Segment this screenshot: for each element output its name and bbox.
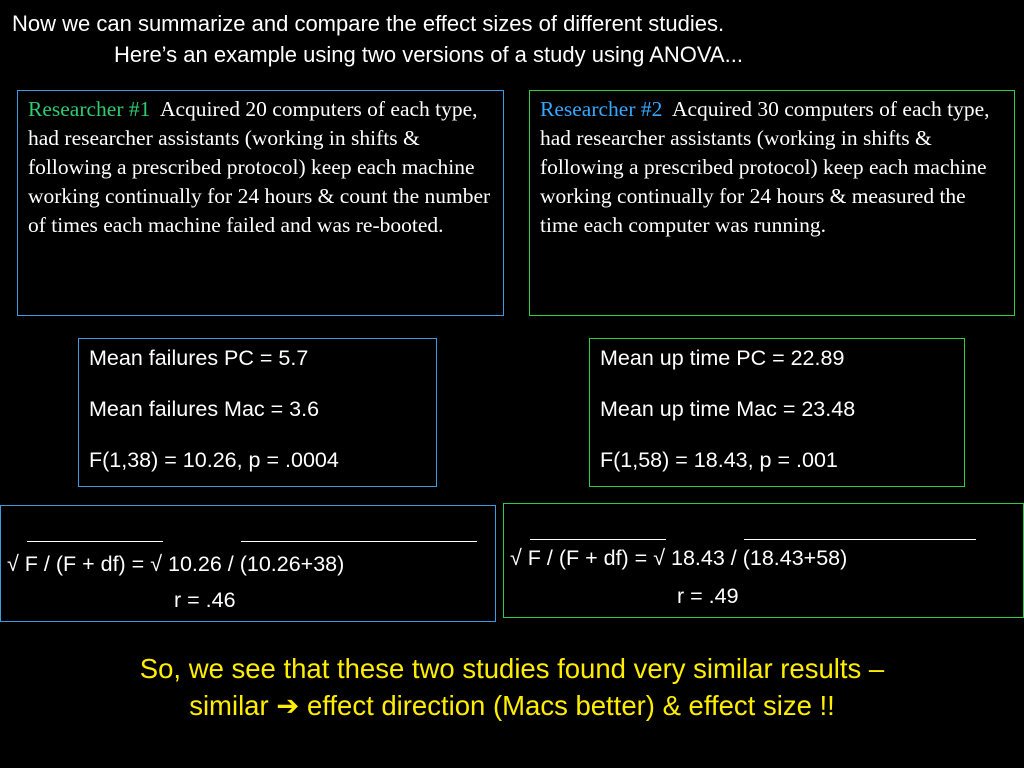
- header-line-2: Here’s an example using two versions of …: [114, 42, 743, 67]
- right-arrow-icon: ➔: [276, 690, 300, 721]
- study-2-stats-box: Mean up time PC = 22.89 Mean up time Mac…: [589, 338, 965, 487]
- study-1-stats-box: Mean failures PC = 5.7 Mean failures Mac…: [78, 338, 437, 487]
- radical-bar-right: [241, 541, 477, 542]
- researcher-1-description: Acquired 20 computers of each type, had …: [28, 97, 491, 237]
- f-statistic-1: F(1,38) = 10.26, p = .0004: [89, 448, 339, 472]
- mean-failures-pc: Mean failures PC = 5.7: [89, 346, 309, 370]
- radical-bar-left: [27, 541, 163, 542]
- mean-failures-mac: Mean failures Mac = 3.6: [89, 397, 320, 421]
- conclusion-line-1: So, we see that these two studies found …: [139, 653, 885, 684]
- effect-size-1-result: r = .46: [174, 588, 236, 612]
- researcher-2-name: Researcher #2: [540, 97, 663, 121]
- radical-bar-left: [530, 539, 666, 540]
- effect-size-1-formula: √ F / (F + df) = √ 10.26 / (10.26+38): [7, 552, 345, 576]
- radical-bar-right: [744, 539, 976, 540]
- conclusion-line-2-end: effect direction (Macs better) & effect …: [299, 690, 835, 721]
- researcher-1-box: Researcher #1 Acquired 20 computers of e…: [17, 90, 504, 316]
- researcher-1-name: Researcher #1: [28, 97, 151, 121]
- effect-size-2-formula: √ F / (F + df) = √ 18.43 / (18.43+58): [510, 546, 848, 570]
- researcher-2-box: Researcher #2 Acquired 30 computers of e…: [529, 90, 1015, 316]
- effect-size-2-result: r = .49: [677, 584, 739, 608]
- effect-size-1-box: √ F / (F + df) = √ 10.26 / (10.26+38) r …: [0, 505, 496, 622]
- mean-uptime-pc: Mean up time PC = 22.89: [600, 346, 845, 370]
- effect-size-2-box: √ F / (F + df) = √ 18.43 / (18.43+58) r …: [503, 503, 1024, 618]
- conclusion-text: So, we see that these two studies found …: [0, 650, 1024, 724]
- f-statistic-2: F(1,58) = 18.43, p = .001: [600, 448, 838, 472]
- mean-uptime-mac: Mean up time Mac = 23.48: [600, 397, 856, 421]
- conclusion-line-2: similar ➔ effect direction (Macs better)…: [0, 687, 1024, 724]
- header-line-1: Now we can summarize and compare the eff…: [12, 11, 725, 36]
- researcher-2-description: Acquired 30 computers of each type, had …: [540, 97, 990, 237]
- slide-header: Now we can summarize and compare the eff…: [12, 8, 1012, 70]
- conclusion-line-2-start: similar: [189, 690, 277, 721]
